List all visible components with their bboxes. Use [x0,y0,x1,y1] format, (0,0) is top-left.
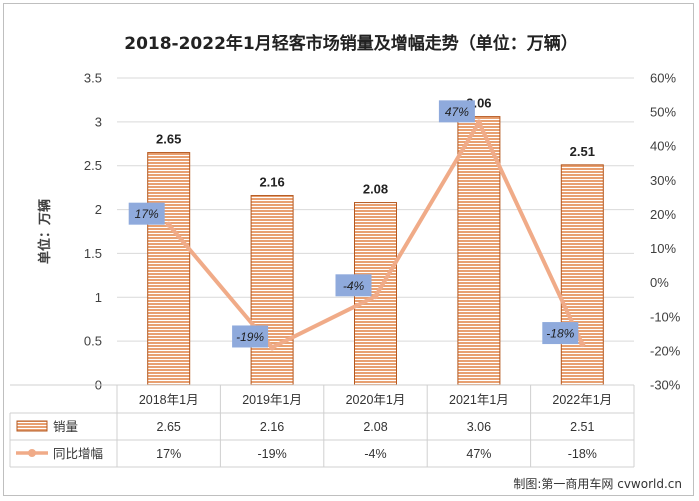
line-point [269,344,276,351]
line-label-box [232,325,269,348]
bar-value-label: 2.65 [156,132,181,147]
line-point [165,221,172,228]
y-tick-label: 3 [95,114,102,129]
y2-tick-label: -20% [650,343,681,358]
y2-tick-label: -10% [650,309,681,324]
y-tick-label: 0.5 [84,334,102,349]
line-value-label: -19% [236,330,264,344]
bar [147,152,191,386]
table-cell-growth: 17% [156,447,181,461]
table-cell-sales: 3.06 [467,420,491,434]
bar [560,164,604,386]
legend-label-sales: 销量 [53,420,78,434]
legend-line-marker [28,449,36,457]
y2-tick-label: 50% [650,105,676,120]
table-cell-growth: -19% [258,447,287,461]
y-tick-label: 3.5 [84,71,102,86]
table-cell-growth: 47% [466,447,491,461]
line-value-label: -4% [343,279,365,293]
y2-tick-label: 40% [650,139,676,154]
line-series: 17% -19% -4% 47% -18% [128,100,586,351]
line-label-box [335,274,372,297]
line-value-label: 17% [135,207,159,221]
line-label-box [542,322,579,345]
bar-value-label: 2.51 [570,144,595,159]
data-table: 2018年1月 2.65 17% 2019年1月 2.16 -19% 2020年1月 2.08… [9,384,635,468]
bar-value-label: 2.16 [259,175,284,190]
y2-tick-label: 0% [650,275,669,290]
y-tick-label: 2.5 [84,158,102,173]
x-tick-label: 2021年1月 [449,393,509,407]
y2-tick-label: 10% [650,241,676,256]
x-tick-label: 2019年1月 [242,393,302,407]
bar [457,116,501,386]
line-point [579,341,586,348]
credit-text: 制图:第一商用车网 cvworld.cn [513,476,682,491]
y-axis-right: -30% -20% -10% 0% 10% 20% 30% 40% 50% 60% [650,71,681,393]
legend-label-growth: 同比增幅 [53,446,103,461]
bar-value-label: 2.08 [363,182,388,197]
table-cell-growth: -4% [364,447,386,461]
line-value-label: 47% [445,105,469,119]
line-point [372,293,379,300]
table-cell-sales: 2.08 [363,420,387,434]
table-cell-sales: 2.16 [260,420,284,434]
table-cell-growth: -18% [568,447,597,461]
y-tick-label: 2 [95,202,102,217]
line-label-box [128,202,165,225]
legend-bar-key [16,420,48,432]
y-axis-left: 00.511.522.533.5 [84,71,102,393]
line-value-label: -18% [546,327,574,341]
table-cell-sales: 2.51 [570,420,594,434]
table-cell-sales: 2.65 [157,420,181,434]
y2-tick-label: -30% [650,378,681,393]
y2-tick-label: 60% [650,71,676,86]
x-tick-label: 2022年1月 [552,393,612,407]
line-label-box [438,100,475,123]
x-tick-label: 2020年1月 [346,393,406,407]
y2-tick-label: 20% [650,207,676,222]
y-tick-label: 1.5 [84,246,102,261]
y-tick-label: 1 [95,290,102,305]
bar [250,195,294,386]
x-tick-label: 2018年1月 [139,393,199,407]
y-axis-label: 单位：万辆 [37,199,52,264]
chart-title: 2018-2022年1月轻客市场销量及增幅走势（单位：万辆） [124,33,578,54]
y2-tick-label: 30% [650,173,676,188]
line-point [475,119,482,126]
